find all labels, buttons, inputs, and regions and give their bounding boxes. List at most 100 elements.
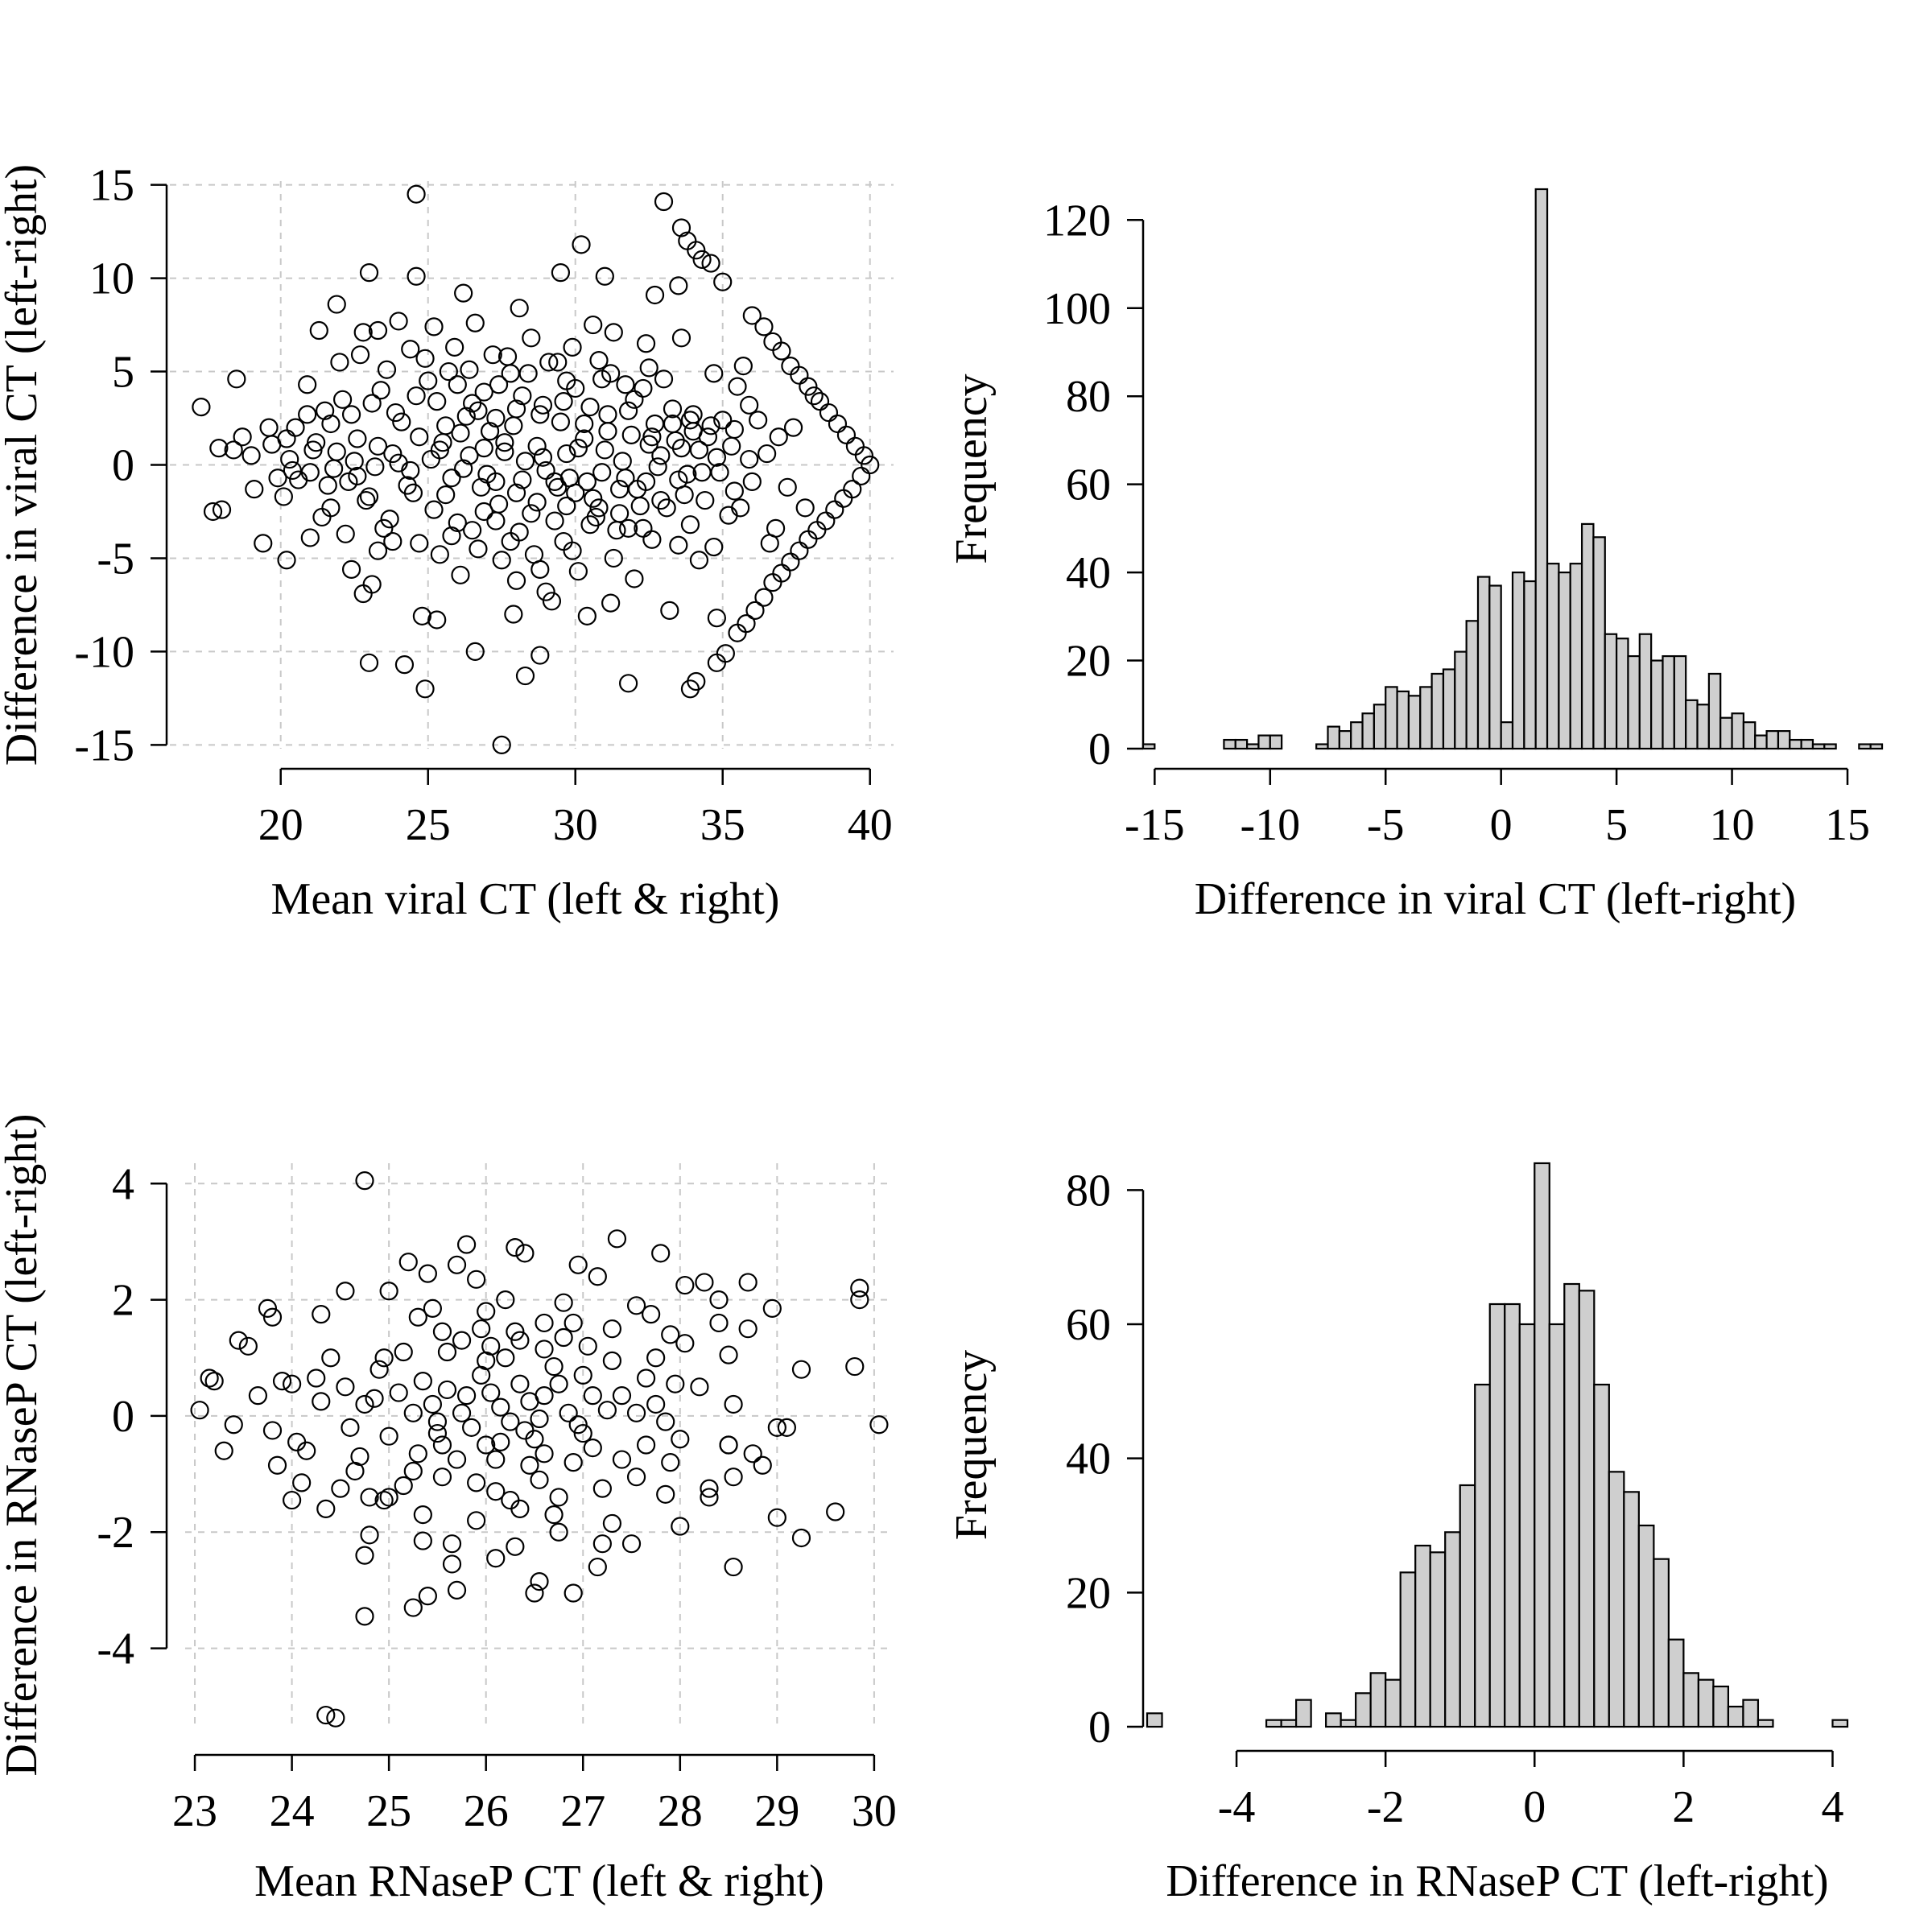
rnasep-scatter-point [549,1374,568,1393]
rnasep-scatter-point [258,1298,278,1319]
viral-scatter-point [403,483,423,502]
rnasep-scatter-point [394,1476,413,1496]
rnasep-hist-y-tick-label: 80 [1066,1166,1111,1216]
rnasep-scatter-point [379,1488,398,1507]
viral-scatter-x-axis-title: Mean viral CT (left & right) [271,874,780,924]
viral-scatter-point [630,496,650,516]
viral-scatter-point [680,411,700,430]
viral-scatter-point [362,394,382,413]
viral-scatter-point [763,573,782,592]
rnasep-scatter-point [767,1508,786,1527]
rnasep-scatter-x-axis-title: Mean RNaseP CT (left & right) [254,1856,824,1906]
rnasep-scatter-x-tick-label: 29 [754,1786,799,1836]
rnasep-scatter-point [724,1468,743,1487]
rnasep-scatter-point [845,1356,865,1377]
viral-scatter-point [618,518,638,538]
viral-scatter-point [584,315,603,335]
viral-scatter-point [754,317,774,336]
rnasep-scatter-point [753,1455,772,1475]
viral-scatter-point [621,425,641,444]
viral-hist-bar [1338,730,1352,750]
viral-scatter-point [341,405,361,424]
viral-scatter-point [419,371,438,390]
rnasep-hist-bar [1831,1719,1849,1728]
rnasep-scatter-point [549,1522,568,1542]
viral-scatter-point [359,487,379,506]
rnasep-scatter-point [190,1401,209,1420]
rnasep-scatter-x-tick-label: 26 [464,1786,509,1836]
rnasep-scatter-point [724,1557,743,1577]
viral-scatter-point [527,436,547,456]
viral-scatter-point [469,539,488,559]
viral-scatter-point [522,504,541,523]
viral-scatter-point [533,395,553,415]
viral-scatter-point [816,511,836,530]
viral-scatter-point [568,439,588,458]
rnasep-scatter-point [427,1412,448,1431]
viral-hist-y-tick-label: 20 [1066,637,1111,687]
rnasep-scatter-point [403,1598,423,1617]
viral-scatter-point [353,584,373,604]
viral-scatter-point [424,500,444,519]
viral-scatter-point [733,356,753,376]
rnasep-scatter-point [506,1537,525,1556]
viral-scatter-point [577,606,597,625]
rnasep-scatter-point [432,1468,452,1487]
viral-scatter-point [448,513,467,532]
viral-scatter-point [259,418,279,437]
viral-scatter-point [386,402,406,423]
viral-scatter-point [575,429,594,448]
viral-scatter-point [327,442,346,461]
viral-scatter-point [825,500,844,519]
rnasep-scatter-point [656,1412,675,1431]
viral-scatter-point [298,375,317,394]
viral-hist-bar [1234,738,1249,750]
rnasep-scatter-point [573,1365,592,1385]
rnasep-scatter-point [491,1397,510,1417]
viral-scatter-point [580,515,600,535]
viral-scatter-point [515,666,535,686]
rnasep-hist-bar [1429,1551,1447,1728]
viral-scatter-point [663,414,683,434]
rnasep-hist-bar [1593,1383,1610,1728]
viral-scatter-point [506,571,526,590]
viral-scatter-point [642,427,662,447]
viral-scatter-point [660,601,679,620]
viral-scatter-point [634,378,653,398]
viral-scatter-point [636,334,656,353]
viral-hist-bar [1662,654,1675,750]
viral-hist-bar [1719,716,1733,750]
rnasep-scatter-point [267,1455,287,1475]
viral-hist-bar [1430,672,1445,750]
rnasep-scatter-y-tick-label: -2 [97,1508,134,1558]
rnasep-hist-x-tick-label: 0 [1523,1782,1546,1832]
viral-scatter-point [610,504,630,523]
viral-scatter-point [701,254,720,273]
viral-hist-bar [1569,563,1583,750]
rnasep-scatter-point [661,1453,680,1472]
viral-scatter-point [368,541,388,560]
rnasep-scatter-point [850,1278,869,1298]
viral-scatter-point [607,521,626,540]
rnasep-scatter-point [583,1439,602,1458]
viral-scatter-x-tick-label: 30 [553,800,598,850]
rnasep-scatter-point [850,1290,869,1310]
viral-scatter-point [618,401,638,420]
rnasep-scatter-point [408,1307,427,1327]
viral-scatter-point [348,429,367,448]
rnasep-scatter-y-tick-label: 0 [112,1392,134,1442]
rnasep-scatter-point [762,1298,782,1319]
rnasep-scatter-point [690,1377,709,1397]
rnasep-scatter-point [403,1403,423,1422]
viral-scatter-point [510,522,529,542]
rnasep-hist-bar [1355,1692,1372,1728]
viral-scatter-point [648,457,667,477]
rnasep-scatter-point [525,1430,544,1449]
rnasep-scatter-point [374,1490,394,1510]
viral-scatter-point [704,537,724,557]
viral-scatter-point [483,345,502,365]
rnasep-scatter-point [437,1380,457,1400]
rnasep-hist-x-tick-label: 2 [1672,1782,1695,1832]
rnasep-scatter-point [442,1554,462,1574]
viral-hist-bar [1800,738,1814,750]
